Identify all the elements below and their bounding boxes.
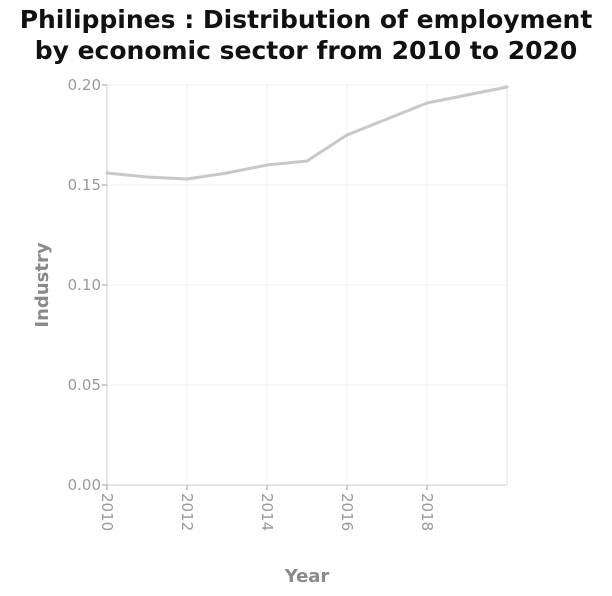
data-point <box>185 177 189 181</box>
y-tick-label: 0.05 <box>68 376 101 394</box>
x-axis-label: Year <box>284 566 330 587</box>
y-tick-label: 0.20 <box>68 76 101 94</box>
y-axis-label: Industry <box>32 242 53 327</box>
x-axis-ticks: 2010 2012 2014 2016 2018 <box>98 485 436 531</box>
data-point <box>345 133 349 137</box>
data-point <box>105 171 109 175</box>
data-point <box>505 85 509 89</box>
data-point <box>465 93 469 97</box>
y-tick-label: 0.10 <box>68 276 101 294</box>
data-point <box>225 171 229 175</box>
x-tick-label: 2014 <box>258 493 276 531</box>
x-tick-label: 2012 <box>178 493 196 531</box>
chart-title-line-1: Philippines : Distribution of employment <box>19 5 593 34</box>
series-group <box>105 85 509 181</box>
data-point <box>305 159 309 163</box>
y-tick-label: 0.00 <box>68 476 101 494</box>
data-point <box>265 163 269 167</box>
x-tick-label: 2016 <box>338 493 356 531</box>
chart-title-line-2: by economic sector from 2010 to 2020 <box>34 36 578 65</box>
data-point <box>425 101 429 105</box>
y-axis-ticks: 0.00 0.05 0.10 0.15 0.20 <box>68 76 107 494</box>
data-point <box>145 175 149 179</box>
y-tick-label: 0.15 <box>68 176 101 194</box>
data-point <box>385 117 389 121</box>
x-tick-label: 2010 <box>98 493 116 531</box>
chart-title: Philippines : Distribution of employment… <box>0 4 612 66</box>
x-tick-label: 2018 <box>418 493 436 531</box>
